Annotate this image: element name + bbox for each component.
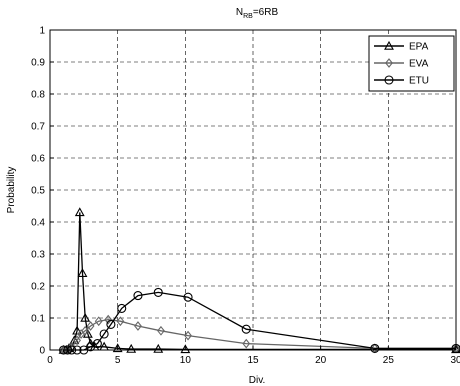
y-axis-label: Probability [6,167,17,214]
data-point-etu [241,324,251,334]
data-point-epa [126,343,137,353]
data-point-etu [133,291,143,301]
data-point-eva [73,335,81,346]
data-point-eva [81,325,90,336]
x-tick-label: 25 [383,355,395,366]
data-point-eva [242,338,251,349]
legend-label: ETU [409,76,429,87]
legend-item-epa: EPA [374,40,429,53]
x-tick-label: 10 [180,355,192,366]
chart-title: NRB=6RB [236,7,279,20]
data-point-eva [134,321,142,331]
ticks: 0 5 10 15 20 25 30 0 0.1 0.2 0.3 0.4 0.5 0.6 0.7 0.8 0.9… [31,26,460,367]
legend-marker-epa [384,40,394,50]
x-tick-label: 5 [115,355,121,366]
series-eva [59,314,460,355]
data-point-etu [183,292,193,302]
legend-marker-etu [384,75,394,85]
y-tick-label: 0.8 [31,90,45,101]
data-point-epa [80,312,91,322]
legend-label: EVA [409,59,429,70]
data-point-eva [116,316,125,327]
y-tick-label: 0.5 [31,186,45,197]
x-tick-label: 20 [315,355,327,366]
data-point-epa [74,207,85,217]
y-tick-label: 0.2 [31,282,45,293]
x-tick-label: 0 [47,355,53,366]
data-point-epa [77,268,88,277]
x-axis-label: Div. [249,375,265,386]
legend-marker-eva [385,58,393,68]
chart-title-base: N [236,7,243,18]
legend-item-etu: ETU [374,75,429,87]
legend: EPA EVA ETU [368,35,455,92]
data-point-etu [99,329,109,339]
y-tick-label: 0.7 [31,122,45,133]
y-tick-label: 0.4 [31,218,45,229]
data-point-epa [180,344,191,354]
x-tick-label: 30 [450,355,460,366]
data-point-eva [104,314,113,325]
y-tick-label: 0 [39,346,45,357]
chart-title-rest: =6RB [253,7,279,18]
data-point-etu [92,339,102,349]
legend-label: EPA [409,42,429,53]
data-point-eva [94,316,103,327]
x-tick-label: 15 [247,355,259,366]
y-tick-label: 0.1 [31,314,45,325]
y-tick-label: 0.9 [31,58,45,69]
y-tick-label: 1 [39,26,45,37]
series-line-eva [63,318,456,351]
y-tick-label: 0.6 [31,154,45,165]
data-point-eva [157,325,165,336]
data-point-eva [86,321,95,331]
data-point-epa [153,343,164,353]
data-point-etu [370,343,380,353]
data-point-etu [153,287,163,297]
data-point-epa [112,343,123,353]
data-point-etu [117,303,127,313]
y-tick-label: 0.3 [31,250,45,261]
chart-title-sub: RB [243,13,253,20]
data-point-etu [106,319,116,329]
legend-item-eva: EVA [374,58,429,70]
data-point-epa [72,325,83,335]
grid [50,30,456,350]
data-point-eva [184,330,192,341]
